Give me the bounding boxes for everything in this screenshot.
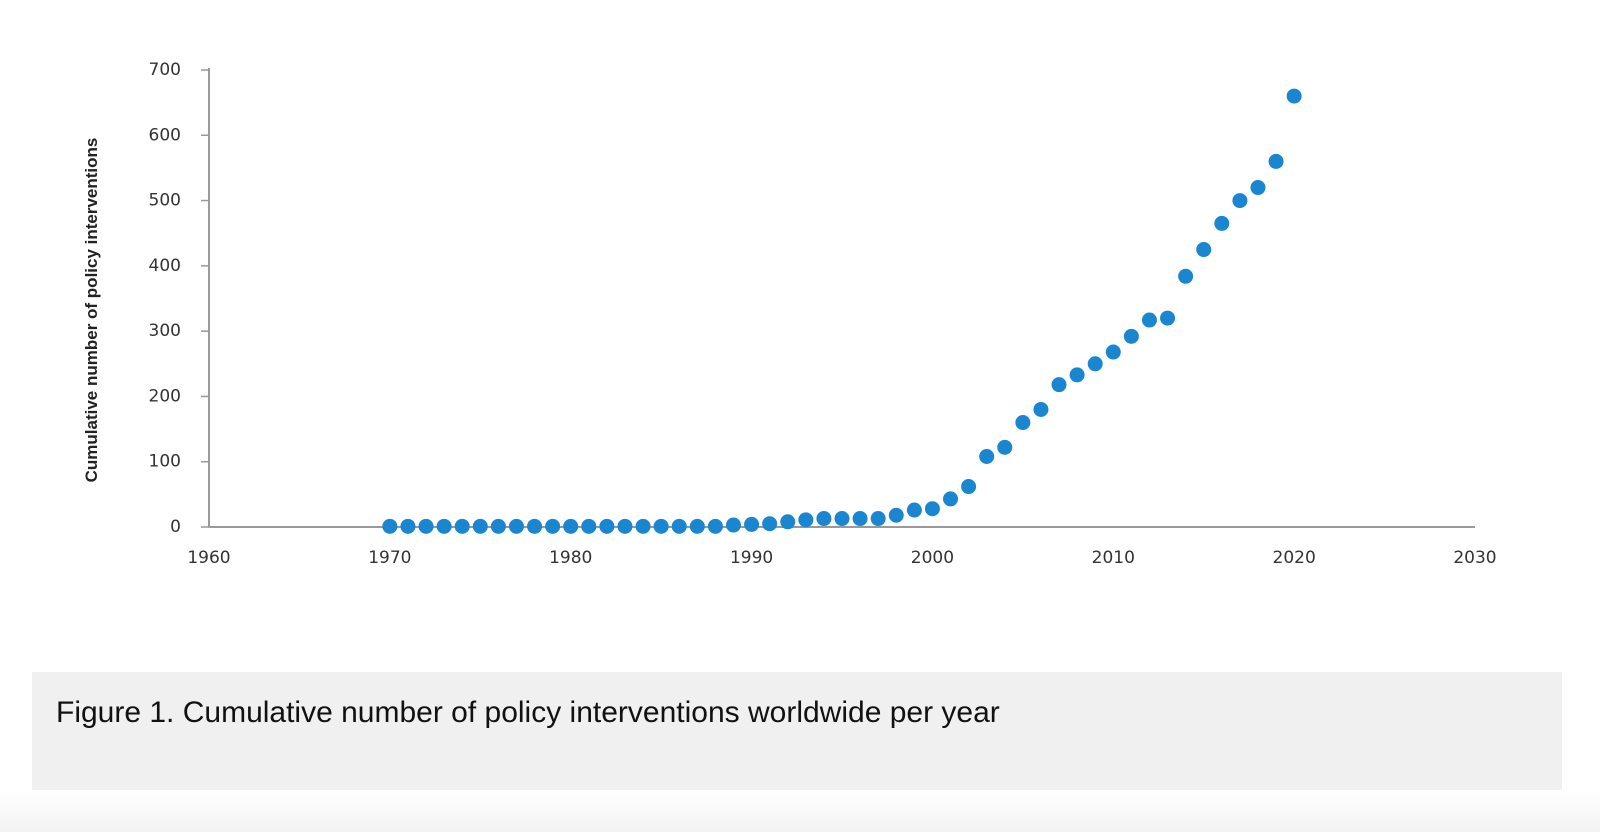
x-tick-label: 1980 bbox=[549, 548, 592, 568]
y-tick-label: 600 bbox=[149, 125, 181, 145]
data-point bbox=[1051, 377, 1067, 393]
data-point bbox=[979, 448, 995, 464]
x-tick-label: 2000 bbox=[911, 548, 954, 568]
data-point bbox=[762, 516, 778, 532]
y-axis-title: Cumulative number of policy intervention… bbox=[82, 138, 101, 483]
data-point bbox=[725, 517, 741, 533]
data-point bbox=[1250, 180, 1266, 196]
y-tick-label: 100 bbox=[149, 452, 181, 472]
data-point bbox=[1268, 153, 1284, 169]
data-point bbox=[852, 511, 868, 527]
data-point bbox=[943, 491, 959, 507]
data-point bbox=[436, 518, 452, 534]
data-point bbox=[527, 518, 543, 534]
data-point bbox=[581, 518, 597, 534]
y-tick-label: 500 bbox=[149, 191, 181, 211]
data-point bbox=[1033, 401, 1049, 417]
data-point bbox=[1178, 268, 1194, 284]
data-point bbox=[1160, 310, 1176, 326]
data-point bbox=[870, 511, 886, 527]
data-point bbox=[707, 518, 723, 534]
data-point bbox=[1123, 328, 1139, 344]
y-tick-label: 200 bbox=[149, 386, 181, 406]
figure-caption-box: Figure 1. Cumulative number of policy in… bbox=[32, 672, 1562, 790]
data-point bbox=[1214, 215, 1230, 231]
data-point bbox=[834, 511, 850, 527]
data-point bbox=[563, 518, 579, 534]
data-point bbox=[599, 518, 615, 534]
data-point bbox=[1069, 367, 1085, 383]
data-point bbox=[490, 518, 506, 534]
data-point bbox=[508, 518, 524, 534]
data-point bbox=[1105, 344, 1121, 360]
x-tick-label: 2020 bbox=[1273, 548, 1316, 568]
data-point bbox=[888, 507, 904, 523]
data-point bbox=[924, 501, 940, 517]
data-point bbox=[400, 518, 416, 534]
data-point bbox=[961, 479, 977, 495]
y-tick-label: 700 bbox=[149, 60, 181, 80]
data-point bbox=[1015, 415, 1031, 431]
data-point bbox=[454, 518, 470, 534]
data-point bbox=[472, 518, 488, 534]
y-tick-label: 0 bbox=[170, 517, 181, 537]
bottom-edge-shade bbox=[0, 790, 1600, 832]
x-tick-label: 1990 bbox=[730, 548, 773, 568]
data-point bbox=[635, 518, 651, 534]
data-points bbox=[382, 88, 1302, 534]
data-point bbox=[798, 512, 814, 528]
scatter-chart: 0 100 200 300 400 500 600 700 1960 1970 1980 1990 20… bbox=[82, 60, 1497, 568]
data-point bbox=[545, 518, 561, 534]
chart-axes: 0 100 200 300 400 500 600 700 1960 1970 1980 1990 20… bbox=[149, 60, 1497, 568]
data-point bbox=[671, 518, 687, 534]
y-tick-label: 400 bbox=[149, 256, 181, 276]
data-point bbox=[906, 502, 922, 518]
data-point bbox=[617, 518, 633, 534]
x-tick-label: 2030 bbox=[1453, 548, 1496, 568]
data-point bbox=[689, 518, 705, 534]
data-point bbox=[382, 518, 398, 534]
data-point bbox=[1141, 312, 1157, 328]
x-tick-label: 1960 bbox=[187, 548, 230, 568]
data-point bbox=[997, 439, 1013, 455]
data-point bbox=[1087, 356, 1103, 372]
data-point bbox=[744, 516, 760, 532]
x-tick-label: 2010 bbox=[1092, 548, 1135, 568]
data-point bbox=[816, 511, 832, 527]
data-point bbox=[418, 518, 434, 534]
data-point bbox=[780, 514, 796, 530]
figure-caption: Figure 1. Cumulative number of policy in… bbox=[56, 696, 1000, 729]
data-point bbox=[1196, 242, 1212, 258]
y-tick-label: 300 bbox=[149, 321, 181, 341]
data-point bbox=[1286, 88, 1302, 104]
data-point bbox=[1232, 193, 1248, 209]
data-point bbox=[653, 518, 669, 534]
x-tick-label: 1970 bbox=[368, 548, 411, 568]
